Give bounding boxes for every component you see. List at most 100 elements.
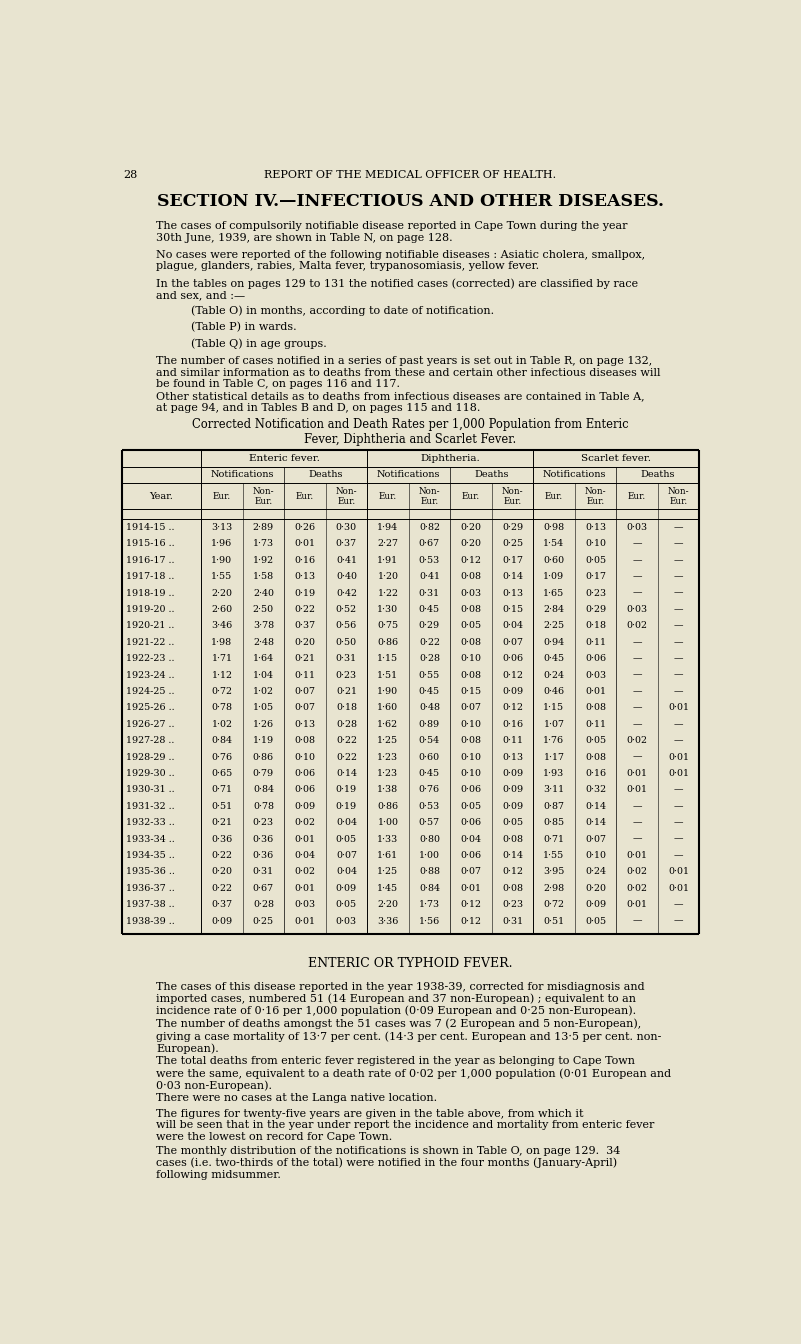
Text: 0·01: 0·01 <box>668 753 689 762</box>
Text: 0·10: 0·10 <box>461 720 481 728</box>
Text: 1·51: 1·51 <box>377 671 398 680</box>
Text: 0·01: 0·01 <box>668 703 689 712</box>
Text: 0·24: 0·24 <box>543 671 565 680</box>
Text: 0·21: 0·21 <box>295 655 316 663</box>
Text: Corrected Notification and Death Rates per 1,000 Population from Enteric: Corrected Notification and Death Rates p… <box>191 418 629 430</box>
Text: 0·22: 0·22 <box>336 753 357 762</box>
Text: 1·56: 1·56 <box>419 917 440 926</box>
Text: 0·45: 0·45 <box>543 655 565 663</box>
Text: 0·02: 0·02 <box>626 884 647 892</box>
Text: 0·72: 0·72 <box>543 900 565 910</box>
Text: 0·22: 0·22 <box>211 884 232 892</box>
Text: —: — <box>674 589 683 598</box>
Text: 1·60: 1·60 <box>377 703 398 712</box>
Text: 0·10: 0·10 <box>461 655 481 663</box>
Text: 0·06: 0·06 <box>502 655 523 663</box>
Text: 0·87: 0·87 <box>543 802 565 810</box>
Text: (Table P) in wards.: (Table P) in wards. <box>191 321 296 332</box>
Text: 1918-19 ..: 1918-19 .. <box>127 589 175 598</box>
Text: —: — <box>632 573 642 581</box>
Text: —: — <box>632 818 642 828</box>
Text: 0·51: 0·51 <box>543 917 565 926</box>
Text: 0·82: 0·82 <box>419 523 440 532</box>
Text: 0·03: 0·03 <box>585 671 606 680</box>
Text: 0·12: 0·12 <box>502 671 523 680</box>
Text: 0·16: 0·16 <box>502 720 523 728</box>
Text: 0·37: 0·37 <box>211 900 232 910</box>
Text: 0·12: 0·12 <box>502 703 523 712</box>
Text: 0·12: 0·12 <box>502 867 523 876</box>
Text: 3·13: 3·13 <box>211 523 232 532</box>
Text: —: — <box>674 802 683 810</box>
Text: 1·26: 1·26 <box>253 720 274 728</box>
Text: 0·22: 0·22 <box>336 737 357 745</box>
Text: 0·03: 0·03 <box>626 605 647 614</box>
Text: 0·05: 0·05 <box>585 917 606 926</box>
Text: —: — <box>674 835 683 844</box>
Text: 0·08: 0·08 <box>461 573 481 581</box>
Text: 1·15: 1·15 <box>377 655 398 663</box>
Text: 1929-30 ..: 1929-30 .. <box>127 769 175 778</box>
Text: 1933-34 ..: 1933-34 .. <box>127 835 175 844</box>
Text: 0·09: 0·09 <box>294 802 316 810</box>
Text: Non-
Eur.: Non- Eur. <box>501 487 523 505</box>
Text: (Table O) in months, according to date of notification.: (Table O) in months, according to date o… <box>191 305 494 316</box>
Text: 1·04: 1·04 <box>253 671 274 680</box>
Text: 0·03: 0·03 <box>461 589 481 598</box>
Text: 3·46: 3·46 <box>211 621 232 630</box>
Text: 0·29: 0·29 <box>502 523 523 532</box>
Text: (Table Q) in age groups.: (Table Q) in age groups. <box>191 339 327 349</box>
Text: 3·78: 3·78 <box>253 621 274 630</box>
Text: —: — <box>674 737 683 745</box>
Text: 0·04: 0·04 <box>461 835 481 844</box>
Text: 0·09: 0·09 <box>211 917 232 926</box>
Text: 0·29: 0·29 <box>419 621 440 630</box>
Text: 1917-18 ..: 1917-18 .. <box>127 573 175 581</box>
Text: 1·64: 1·64 <box>253 655 274 663</box>
Text: 0·10: 0·10 <box>461 769 481 778</box>
Text: —: — <box>674 655 683 663</box>
Text: 1·93: 1·93 <box>543 769 565 778</box>
Text: Diphtheria.: Diphtheria. <box>421 454 480 462</box>
Text: 0·42: 0·42 <box>336 589 357 598</box>
Text: 0·60: 0·60 <box>419 753 440 762</box>
Text: 0·01: 0·01 <box>668 884 689 892</box>
Text: 1922-23 ..: 1922-23 .. <box>127 655 175 663</box>
Text: 1930-31 ..: 1930-31 .. <box>127 785 175 794</box>
Text: 1·17: 1·17 <box>543 753 565 762</box>
Text: 1924-25 ..: 1924-25 .. <box>127 687 175 696</box>
Text: Non-
Eur.: Non- Eur. <box>668 487 690 505</box>
Text: 1·71: 1·71 <box>211 655 232 663</box>
Text: 0·14: 0·14 <box>502 851 523 860</box>
Text: 0·04: 0·04 <box>295 851 316 860</box>
Text: 1·55: 1·55 <box>543 851 565 860</box>
Text: 0·76: 0·76 <box>211 753 232 762</box>
Text: 0·09: 0·09 <box>585 900 606 910</box>
Text: —: — <box>632 589 642 598</box>
Text: 1·55: 1·55 <box>211 573 232 581</box>
Text: 1·98: 1·98 <box>211 638 232 646</box>
Text: 0·15: 0·15 <box>461 687 481 696</box>
Text: 0·23: 0·23 <box>502 900 523 910</box>
Text: 1·96: 1·96 <box>211 539 232 548</box>
Text: 0·53: 0·53 <box>419 802 440 810</box>
Text: —: — <box>674 720 683 728</box>
Text: 0·54: 0·54 <box>419 737 440 745</box>
Text: 1·73: 1·73 <box>419 900 440 910</box>
Text: —: — <box>674 785 683 794</box>
Text: 0·20: 0·20 <box>461 523 481 532</box>
Text: 0·09: 0·09 <box>336 884 357 892</box>
Text: 0·08: 0·08 <box>585 753 606 762</box>
Text: ENTERIC OR TYPHOID FEVER.: ENTERIC OR TYPHOID FEVER. <box>308 957 513 970</box>
Text: 2·84: 2·84 <box>543 605 565 614</box>
Text: 1934-35 ..: 1934-35 .. <box>127 851 175 860</box>
Text: 0·11: 0·11 <box>502 737 523 745</box>
Text: 0·48: 0·48 <box>419 703 440 712</box>
Text: 2·89: 2·89 <box>253 523 274 532</box>
Text: 1·02: 1·02 <box>211 720 232 728</box>
Text: 1·54: 1·54 <box>543 539 565 548</box>
Text: 3·95: 3·95 <box>543 867 565 876</box>
Text: 0·01: 0·01 <box>668 867 689 876</box>
Text: —: — <box>674 539 683 548</box>
Text: 0·57: 0·57 <box>419 818 440 828</box>
